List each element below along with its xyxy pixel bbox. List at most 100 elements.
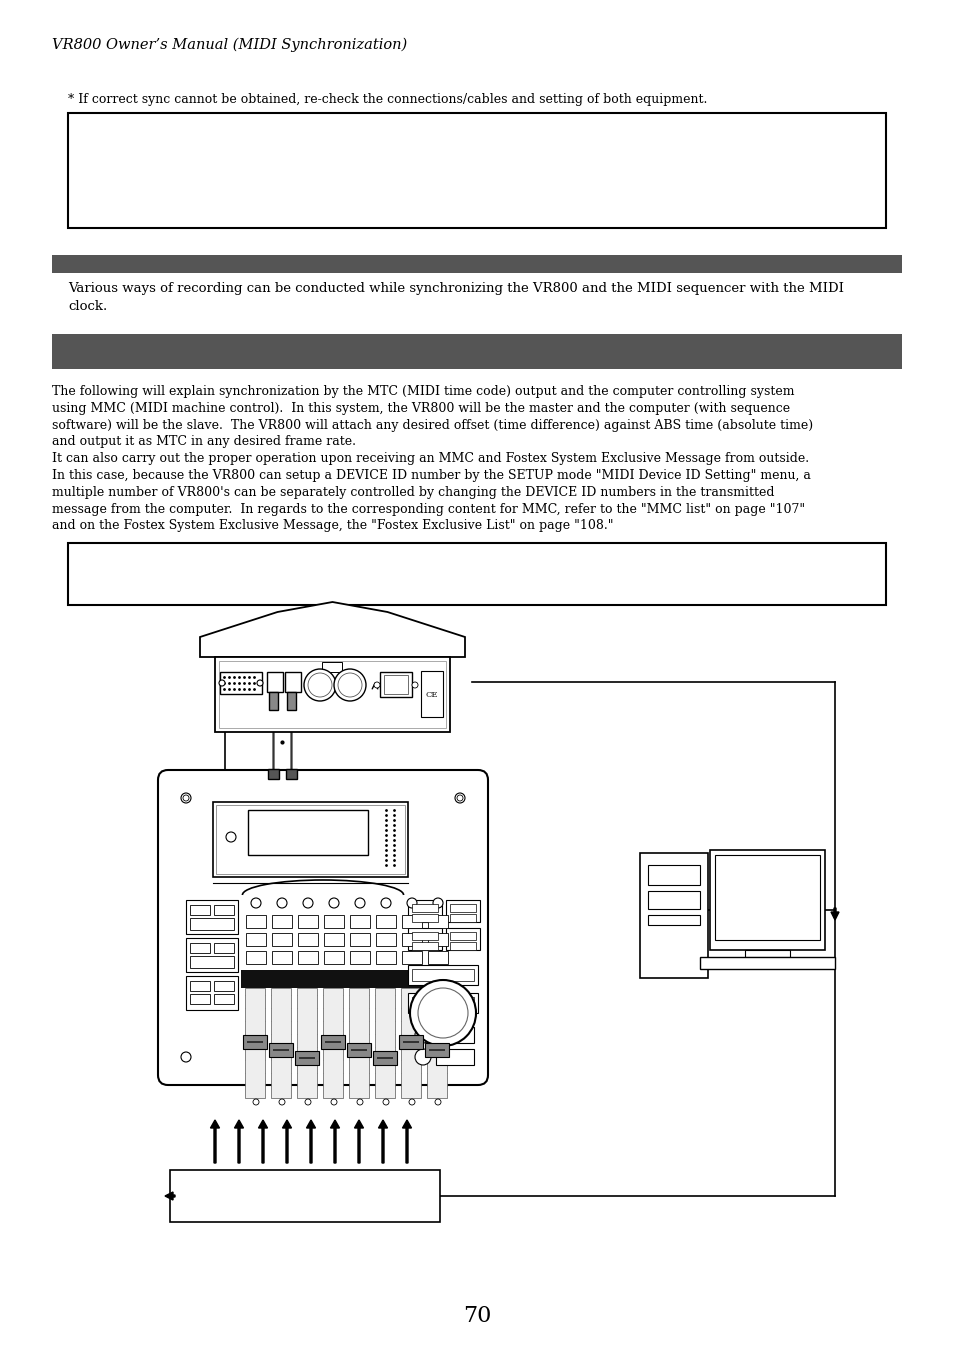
- Bar: [322, 662, 341, 671]
- Bar: [446, 900, 479, 921]
- FancyArrow shape: [165, 1192, 174, 1200]
- Bar: [248, 811, 368, 855]
- Circle shape: [183, 794, 189, 801]
- Bar: [271, 988, 291, 1098]
- Circle shape: [251, 898, 261, 908]
- Bar: [213, 943, 233, 952]
- Circle shape: [409, 1098, 415, 1105]
- Circle shape: [276, 898, 287, 908]
- Bar: [450, 932, 476, 940]
- Bar: [639, 852, 707, 978]
- Bar: [373, 1051, 396, 1065]
- Circle shape: [278, 1098, 285, 1105]
- Circle shape: [356, 1098, 363, 1105]
- Bar: [436, 1048, 474, 1065]
- Circle shape: [256, 680, 263, 686]
- Bar: [213, 994, 233, 1004]
- Bar: [323, 988, 343, 1098]
- FancyArrow shape: [306, 1120, 315, 1163]
- Circle shape: [253, 1098, 258, 1105]
- Bar: [408, 928, 441, 950]
- Bar: [298, 1056, 314, 1059]
- Bar: [412, 997, 474, 1009]
- Bar: [269, 1043, 293, 1056]
- Bar: [213, 905, 233, 915]
- Bar: [379, 671, 412, 697]
- Bar: [297, 934, 317, 946]
- Text: It can also carry out the proper operation upon receiving an MMC and Fostex Syst: It can also carry out the proper operati…: [52, 453, 808, 465]
- Circle shape: [334, 669, 366, 701]
- Bar: [186, 900, 237, 934]
- Bar: [398, 1035, 422, 1048]
- Bar: [243, 1035, 267, 1048]
- Bar: [213, 802, 408, 877]
- Bar: [214, 657, 450, 732]
- Text: 70: 70: [462, 1305, 491, 1327]
- Bar: [324, 915, 344, 928]
- Bar: [349, 988, 369, 1098]
- Bar: [245, 988, 265, 1098]
- Bar: [700, 957, 834, 969]
- Bar: [400, 988, 420, 1098]
- Circle shape: [382, 1098, 389, 1105]
- Bar: [297, 915, 317, 928]
- Circle shape: [435, 1098, 440, 1105]
- Bar: [412, 942, 437, 950]
- Bar: [324, 934, 344, 946]
- Bar: [190, 943, 210, 952]
- Circle shape: [181, 793, 191, 802]
- Circle shape: [355, 898, 365, 908]
- Bar: [287, 692, 295, 711]
- Bar: [269, 692, 277, 711]
- Bar: [268, 769, 278, 780]
- Bar: [190, 957, 233, 969]
- Bar: [412, 904, 437, 912]
- Bar: [450, 904, 476, 912]
- Text: In this case, because the VR800 can setup a DEVICE ID number by the SETUP mode ": In this case, because the VR800 can setu…: [52, 469, 810, 482]
- Bar: [286, 769, 296, 780]
- Bar: [347, 1043, 371, 1056]
- Circle shape: [181, 1052, 191, 1062]
- Bar: [267, 671, 283, 692]
- Bar: [428, 915, 448, 928]
- Bar: [420, 671, 442, 717]
- Circle shape: [226, 832, 235, 842]
- Circle shape: [433, 898, 442, 908]
- Bar: [647, 892, 700, 909]
- Circle shape: [412, 682, 417, 688]
- Bar: [375, 915, 395, 928]
- Bar: [376, 1056, 393, 1059]
- Circle shape: [331, 1098, 336, 1105]
- Circle shape: [455, 793, 464, 802]
- Bar: [190, 981, 210, 992]
- FancyArrow shape: [282, 1120, 292, 1163]
- Bar: [213, 981, 233, 992]
- Text: CE: CE: [425, 690, 437, 698]
- Bar: [408, 965, 477, 985]
- Bar: [246, 934, 266, 946]
- Bar: [272, 934, 292, 946]
- Bar: [68, 543, 885, 605]
- Bar: [428, 951, 448, 965]
- Circle shape: [303, 898, 313, 908]
- Circle shape: [329, 898, 338, 908]
- Circle shape: [456, 794, 462, 801]
- Bar: [320, 1035, 345, 1048]
- Text: * If correct sync cannot be obtained, re-check the connections/cables and settin: * If correct sync cannot be obtained, re…: [68, 93, 706, 105]
- Circle shape: [455, 1052, 464, 1062]
- Bar: [273, 1048, 289, 1051]
- Text: and output it as MTC in any desired frame rate.: and output it as MTC in any desired fram…: [52, 435, 355, 449]
- Circle shape: [380, 898, 391, 908]
- Bar: [412, 969, 474, 981]
- Bar: [428, 934, 448, 946]
- Text: software) will be the slave.  The VR800 will attach any desired offset (time dif: software) will be the slave. The VR800 w…: [52, 419, 812, 431]
- Circle shape: [304, 669, 335, 701]
- Bar: [296, 988, 316, 1098]
- FancyArrow shape: [330, 1120, 339, 1163]
- Bar: [408, 900, 441, 921]
- Bar: [247, 1042, 263, 1043]
- Bar: [52, 255, 901, 273]
- FancyBboxPatch shape: [158, 770, 488, 1085]
- Bar: [325, 1042, 340, 1043]
- Bar: [351, 1048, 367, 1051]
